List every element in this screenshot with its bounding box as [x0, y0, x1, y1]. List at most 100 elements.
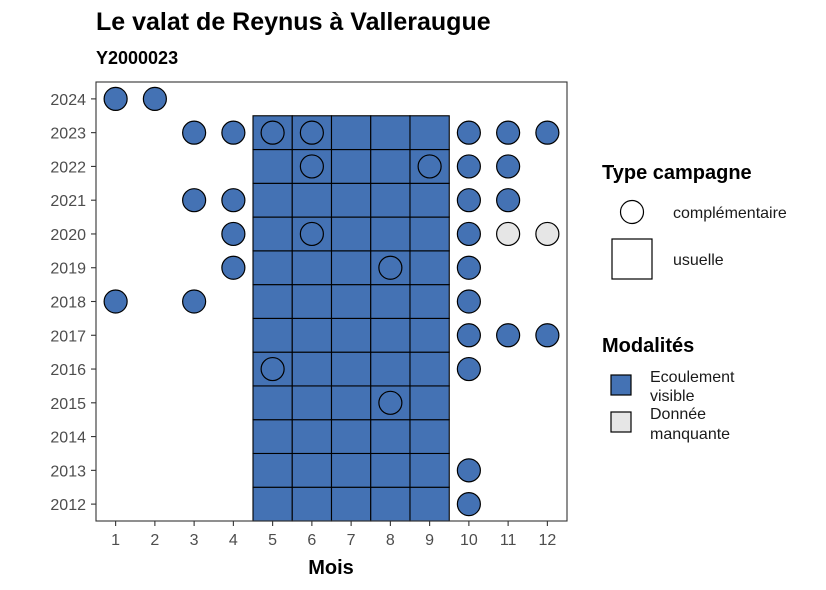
usuelle-tile-2015-5 [252, 385, 293, 421]
x-tick-label-11: 11 [500, 532, 517, 549]
complementaire-point-2021-10 [456, 188, 481, 213]
x-tick-label-5: 5 [268, 532, 277, 549]
y-axis: 2012 2013 2014 2015 2016 2017 2018 2019 2020 2021… [50, 92, 96, 514]
usuelle-tile-2012-7 [330, 486, 372, 522]
usuelle-tile-2017-9 [409, 317, 450, 353]
complementaire-point-2023-10 [456, 120, 481, 145]
complementaire-point-2012-10 [456, 492, 481, 517]
usuelle-tile-2021-9 [409, 182, 450, 218]
complementaire-point-2016-5 [260, 356, 285, 382]
x-tick-label-10: 10 [460, 532, 478, 549]
complementaire-point-2023-4 [221, 120, 246, 145]
legend-modalite-visible-line2: visible [650, 388, 695, 405]
chart-subtitle: Y2000023 [96, 48, 178, 68]
usuelle-tile-2016-9 [409, 351, 450, 387]
usuelle-tile-2015-7 [330, 385, 372, 421]
x-axis-title: Mois [308, 557, 354, 579]
legend-square-key [611, 238, 653, 280]
complementaire-point-2017-11 [496, 323, 521, 348]
complementaire-point-2022-6 [299, 154, 324, 179]
usuelle-tile-2013-6 [291, 452, 333, 488]
y-tick-label-2020: 2020 [50, 227, 86, 244]
plot-area [95, 81, 568, 522]
legend-type-item-usuelle: usuelle [673, 252, 724, 269]
usuelle-tile-2020-9 [409, 216, 450, 252]
usuelle-tile-2023-9 [409, 115, 450, 151]
usuelle-tile-2014-5 [252, 419, 293, 455]
x-tick-label-3: 3 [190, 532, 199, 549]
usuelle-tile-2014-9 [409, 419, 450, 455]
usuelle-tile-2021-8 [370, 182, 411, 218]
legend-type-title: Type campagne [602, 162, 752, 184]
usuelle-tile-2019-7 [330, 250, 372, 286]
complementaire-point-2017-10 [456, 323, 481, 348]
usuelle-tile-2012-5 [252, 486, 293, 522]
complementaire-point-2022-11 [496, 154, 521, 179]
usuelle-tile-2019-6 [291, 250, 333, 286]
usuelle-tile-2017-5 [252, 317, 293, 353]
x-tick-label-4: 4 [229, 532, 238, 549]
complementaire-point-2023-5 [260, 120, 285, 145]
y-tick-label-2021: 2021 [50, 193, 86, 210]
usuelle-tile-2012-9 [409, 486, 450, 522]
complementaire-point-2023-11 [496, 120, 521, 145]
y-tick-label-2023: 2023 [50, 126, 86, 143]
legend-modalite-visible-line1: Ecoulement [650, 369, 735, 386]
usuelle-tile-2016-8 [370, 351, 411, 387]
legend-key-visible [610, 374, 632, 396]
usuelle-tile-2023-7 [330, 115, 372, 151]
complementaire-point-2021-11 [496, 188, 521, 213]
usuelle-tile-2021-5 [252, 182, 293, 218]
usuelle-tile-2016-7 [330, 351, 372, 387]
usuelle-tile-2018-8 [370, 284, 411, 319]
complementaire-point-2018-1 [103, 289, 128, 314]
usuelle-tile-2013-9 [409, 452, 450, 488]
usuelle-tile-2015-9 [409, 385, 450, 421]
usuelle-tile-2021-6 [291, 182, 333, 218]
usuelle-tile-2018-9 [409, 284, 450, 319]
usuelle-tile-2019-5 [252, 250, 293, 286]
usuelle-tile-2020-7 [330, 216, 372, 252]
x-axis: 1 2 3 4 5 6 7 8 9 10 11 12 [111, 521, 556, 549]
y-tick-label-2022: 2022 [50, 159, 86, 176]
complementaire-point-2021-3 [182, 188, 207, 213]
usuelle-tile-2023-8 [370, 115, 411, 151]
usuelle-tile-2020-5 [252, 216, 293, 252]
legend-modalite-missing-line1: Donnée [650, 406, 706, 423]
usuelle-tile-2018-5 [252, 284, 293, 319]
legend: Type campagne complémentaire usuelle Mod… [602, 162, 787, 443]
legend-type-item-complementaire: complémentaire [673, 205, 787, 222]
usuelle-tile-2016-6 [291, 351, 333, 387]
y-tick-label-2024: 2024 [50, 92, 86, 109]
complementaire-point-2023-6 [299, 120, 324, 145]
y-tick-label-2014: 2014 [50, 430, 86, 447]
complementaire-point-2016-10 [456, 356, 481, 382]
complementaire-point-2013-10 [456, 458, 481, 483]
usuelle-tile-2017-7 [330, 317, 372, 353]
complementaire-point-2019-4 [221, 255, 246, 280]
y-tick-label-2012: 2012 [50, 497, 86, 514]
complementaire-point-2020-4 [221, 221, 246, 247]
y-tick-label-2013: 2013 [50, 463, 86, 480]
usuelle-tile-2014-6 [291, 419, 333, 455]
complementaire-point-2020-11 [496, 221, 521, 247]
complementaire-point-2020-10 [456, 221, 481, 247]
y-tick-label-2016: 2016 [50, 362, 86, 379]
complementaire-point-2020-6 [299, 221, 324, 247]
complementaire-point-2017-12 [535, 323, 560, 348]
legend-circle-key [619, 199, 645, 225]
usuelle-tile-2013-8 [370, 452, 411, 488]
y-tick-label-2018: 2018 [50, 295, 86, 312]
complementaire-point-2018-10 [456, 289, 481, 314]
x-tick-label-8: 8 [386, 532, 395, 549]
x-tick-label-2: 2 [150, 532, 159, 549]
y-tick-label-2015: 2015 [50, 396, 86, 413]
usuelle-tile-2013-7 [330, 452, 372, 488]
x-tick-label-12: 12 [538, 532, 556, 549]
complementaire-point-2024-1 [103, 86, 128, 111]
x-tick-label-9: 9 [425, 532, 434, 549]
usuelle-tile-2014-8 [370, 419, 411, 455]
complementaire-point-2024-2 [142, 86, 167, 111]
usuelle-tile-2014-7 [330, 419, 372, 455]
